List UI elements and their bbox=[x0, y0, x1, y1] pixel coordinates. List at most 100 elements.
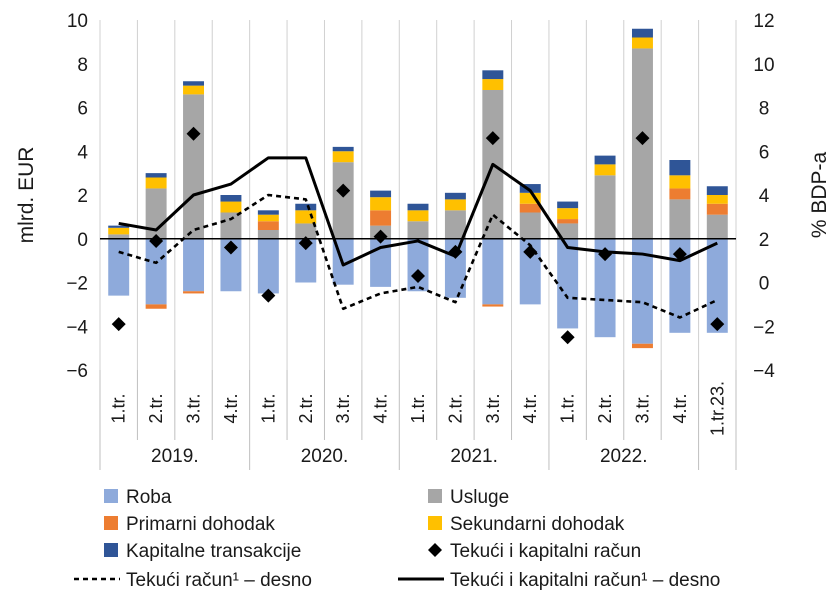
bar-kapitalne-transakcije bbox=[145, 173, 167, 178]
bar-usluge bbox=[407, 221, 429, 239]
bar-sekundarni-dohodak bbox=[669, 175, 691, 189]
legend: Roba Usluge Primarni dohodak Sekundarni doh… bbox=[74, 487, 720, 591]
legend-label: Primarni dohodak bbox=[126, 514, 275, 535]
diamond-marker bbox=[411, 268, 425, 283]
category-label: 2.tr. bbox=[296, 393, 316, 423]
bar-sekundarni-dohodak bbox=[370, 197, 392, 211]
bar-primarni-dohodak bbox=[370, 210, 392, 226]
diamond-marker bbox=[373, 229, 388, 244]
bar-sekundarni-dohodak bbox=[108, 227, 130, 235]
legend-swatch bbox=[104, 516, 118, 530]
bar-usluge bbox=[557, 223, 579, 239]
category-label: 1.tr. bbox=[408, 393, 428, 423]
bar-sekundarni-dohodak bbox=[706, 195, 728, 204]
category-label: 4.tr. bbox=[520, 393, 540, 423]
bar-sekundarni-dohodak bbox=[257, 214, 279, 222]
y-left-tick-label: −2 bbox=[66, 274, 88, 295]
bar-kapitalne-transakcije bbox=[669, 160, 691, 176]
bar-roba bbox=[519, 238, 541, 305]
legend-item: Primarni dohodak bbox=[104, 514, 275, 535]
bar-usluge bbox=[257, 230, 279, 239]
year-label: 2021. bbox=[450, 446, 498, 467]
y-right-tick-label: −4 bbox=[753, 361, 775, 382]
bar-sekundarni-dohodak bbox=[631, 37, 653, 49]
y-right-tick-label: 0 bbox=[759, 274, 770, 295]
bar-sekundarni-dohodak bbox=[482, 79, 504, 90]
y-left-tick-label: 6 bbox=[77, 99, 88, 120]
bar-kapitalne-transakcije bbox=[220, 195, 242, 202]
legend-label: Tekući i kapitalni račun¹ – desno bbox=[450, 570, 720, 591]
diamond-marker bbox=[186, 126, 201, 141]
diamond-marker bbox=[485, 131, 500, 146]
bar-primarni-dohodak bbox=[183, 291, 205, 294]
year-label: 2022. bbox=[600, 446, 648, 467]
legend-label: Tekući i kapitalni račun bbox=[450, 541, 641, 562]
bar-sekundarni-dohodak bbox=[519, 192, 541, 204]
bar-roba bbox=[295, 238, 317, 283]
category-label: 1.tr. bbox=[258, 393, 278, 423]
category-label: 1.tr.23. bbox=[707, 381, 727, 436]
category-label: 2.tr. bbox=[146, 393, 166, 423]
bar-sekundarni-dohodak bbox=[557, 208, 579, 220]
bar-primarni-dohodak bbox=[631, 343, 653, 349]
axes: 10 8 6 4 2 0 −2 −4 −6 12 10 8 6 4 2 0 −2 −4 1.tr. 2.tr. 3.tr… bbox=[66, 11, 775, 470]
bar-kapitalne-transakcije bbox=[332, 146, 354, 152]
bar-roba bbox=[220, 238, 242, 292]
bar-usluge bbox=[706, 214, 728, 239]
y-right-tick-label: −2 bbox=[753, 317, 775, 338]
category-label: 4.tr. bbox=[670, 393, 690, 423]
bar-roba bbox=[594, 238, 616, 338]
y-left-tick-label: 2 bbox=[77, 186, 88, 207]
legend-label: Roba bbox=[126, 487, 172, 508]
bar-kapitalne-transakcije bbox=[594, 155, 616, 165]
bar-kapitalne-transakcije bbox=[370, 190, 392, 198]
bar-roba bbox=[108, 238, 130, 296]
legend-item: Sekundarni dohodak bbox=[428, 514, 625, 535]
diamond-marker bbox=[710, 317, 725, 332]
legend-label: Kapitalne transakcije bbox=[126, 541, 301, 562]
bar-sekundarni-dohodak bbox=[332, 151, 354, 163]
line-tekuci-racun bbox=[118, 193, 718, 319]
legend-swatch bbox=[104, 543, 118, 557]
category-label: 2.tr. bbox=[445, 393, 465, 423]
bar-primarni-dohodak bbox=[257, 221, 279, 230]
diamond-marker bbox=[523, 244, 538, 259]
y-right-tick-label: 4 bbox=[759, 186, 770, 207]
category-label: 4.tr. bbox=[221, 393, 241, 423]
category-label: 3.tr. bbox=[333, 393, 353, 423]
category-label: 1.tr. bbox=[558, 393, 578, 423]
category-label: 2.tr. bbox=[595, 393, 615, 423]
bar-roba bbox=[706, 238, 728, 333]
bars bbox=[108, 28, 728, 349]
bar-usluge bbox=[332, 162, 354, 239]
legend-item: Tekući i kapitalni račun¹ – desno bbox=[398, 570, 720, 591]
bar-roba bbox=[145, 238, 167, 305]
bar-primarni-dohodak bbox=[145, 304, 167, 309]
y-left-tick-label: 4 bbox=[77, 142, 88, 163]
bar-kapitalne-transakcije bbox=[183, 81, 205, 86]
y-right-tick-label: 6 bbox=[759, 142, 770, 163]
bar-kapitalne-transakcije bbox=[557, 201, 579, 209]
bar-usluge bbox=[594, 175, 616, 239]
bar-usluge bbox=[295, 223, 317, 239]
diamond-marker bbox=[448, 244, 463, 259]
bar-kapitalne-transakcije bbox=[631, 28, 653, 38]
bar-usluge bbox=[183, 94, 205, 239]
line-tekuci-i-kapitalni-racun bbox=[118, 156, 718, 267]
bar-primarni-dohodak bbox=[557, 219, 579, 224]
diamond-markers bbox=[111, 126, 725, 345]
legend-item: Usluge bbox=[428, 487, 509, 508]
bar-roba bbox=[557, 238, 579, 329]
legend-item: Tekući i kapitalni račun bbox=[428, 541, 641, 562]
diamond-marker bbox=[635, 131, 650, 146]
legend-item: Kapitalne transakcije bbox=[104, 541, 301, 562]
bar-roba bbox=[631, 238, 653, 344]
bar-roba bbox=[183, 238, 205, 292]
bar-kapitalne-transakcije bbox=[444, 192, 466, 200]
bar-primarni-dohodak bbox=[482, 304, 504, 307]
legend-label: Tekući račun¹ – desno bbox=[126, 570, 312, 591]
bar-sekundarni-dohodak bbox=[145, 177, 167, 189]
bar-sekundarni-dohodak bbox=[594, 164, 616, 176]
diamond-marker bbox=[560, 330, 575, 345]
